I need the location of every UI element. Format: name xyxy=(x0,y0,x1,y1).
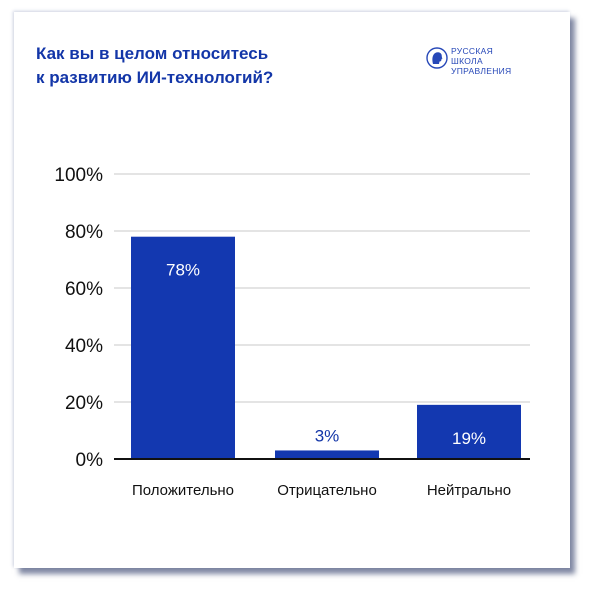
profile-head-emblem-icon xyxy=(426,47,448,69)
chart-title-line-1: Как вы в целом относитесь xyxy=(36,44,269,63)
category-label-1: Положительно xyxy=(132,482,234,499)
logo-line-1: РУССКАЯ xyxy=(451,46,494,56)
bar-2 xyxy=(275,450,379,459)
y-tick-label-60: 60% xyxy=(65,279,103,300)
bar-3 xyxy=(417,404,521,459)
data-label-3: 19% xyxy=(452,429,486,448)
category-label-3: Нейтрально xyxy=(427,482,511,499)
logo-wordmark: РУССКАЯ ШКОЛА УПРАВЛЕНИЯ xyxy=(451,46,512,76)
logo-line-3: УПРАВЛЕНИЯ xyxy=(451,66,512,76)
chart-title: Как вы в целом относитесь к развитию ИИ-… xyxy=(36,42,366,90)
rsu-logo: РУССКАЯ ШКОЛА УПРАВЛЕНИЯ xyxy=(426,38,546,78)
y-tick-label-100: 100% xyxy=(54,165,103,186)
bar-1 xyxy=(131,236,235,459)
y-tick-label-80: 80% xyxy=(65,222,103,243)
chart-title-line-2: к развитию ИИ-технологий? xyxy=(36,68,274,87)
chart-card xyxy=(14,12,570,568)
y-tick-label-20: 20% xyxy=(65,393,103,414)
logo-line-2: ШКОЛА xyxy=(451,56,483,66)
data-label-1: 78% xyxy=(166,261,200,280)
data-label-2: 3% xyxy=(315,426,340,445)
category-label-2: Отрицательно xyxy=(277,482,377,499)
y-tick-label-0: 0% xyxy=(76,450,104,471)
y-tick-label-40: 40% xyxy=(65,336,103,357)
